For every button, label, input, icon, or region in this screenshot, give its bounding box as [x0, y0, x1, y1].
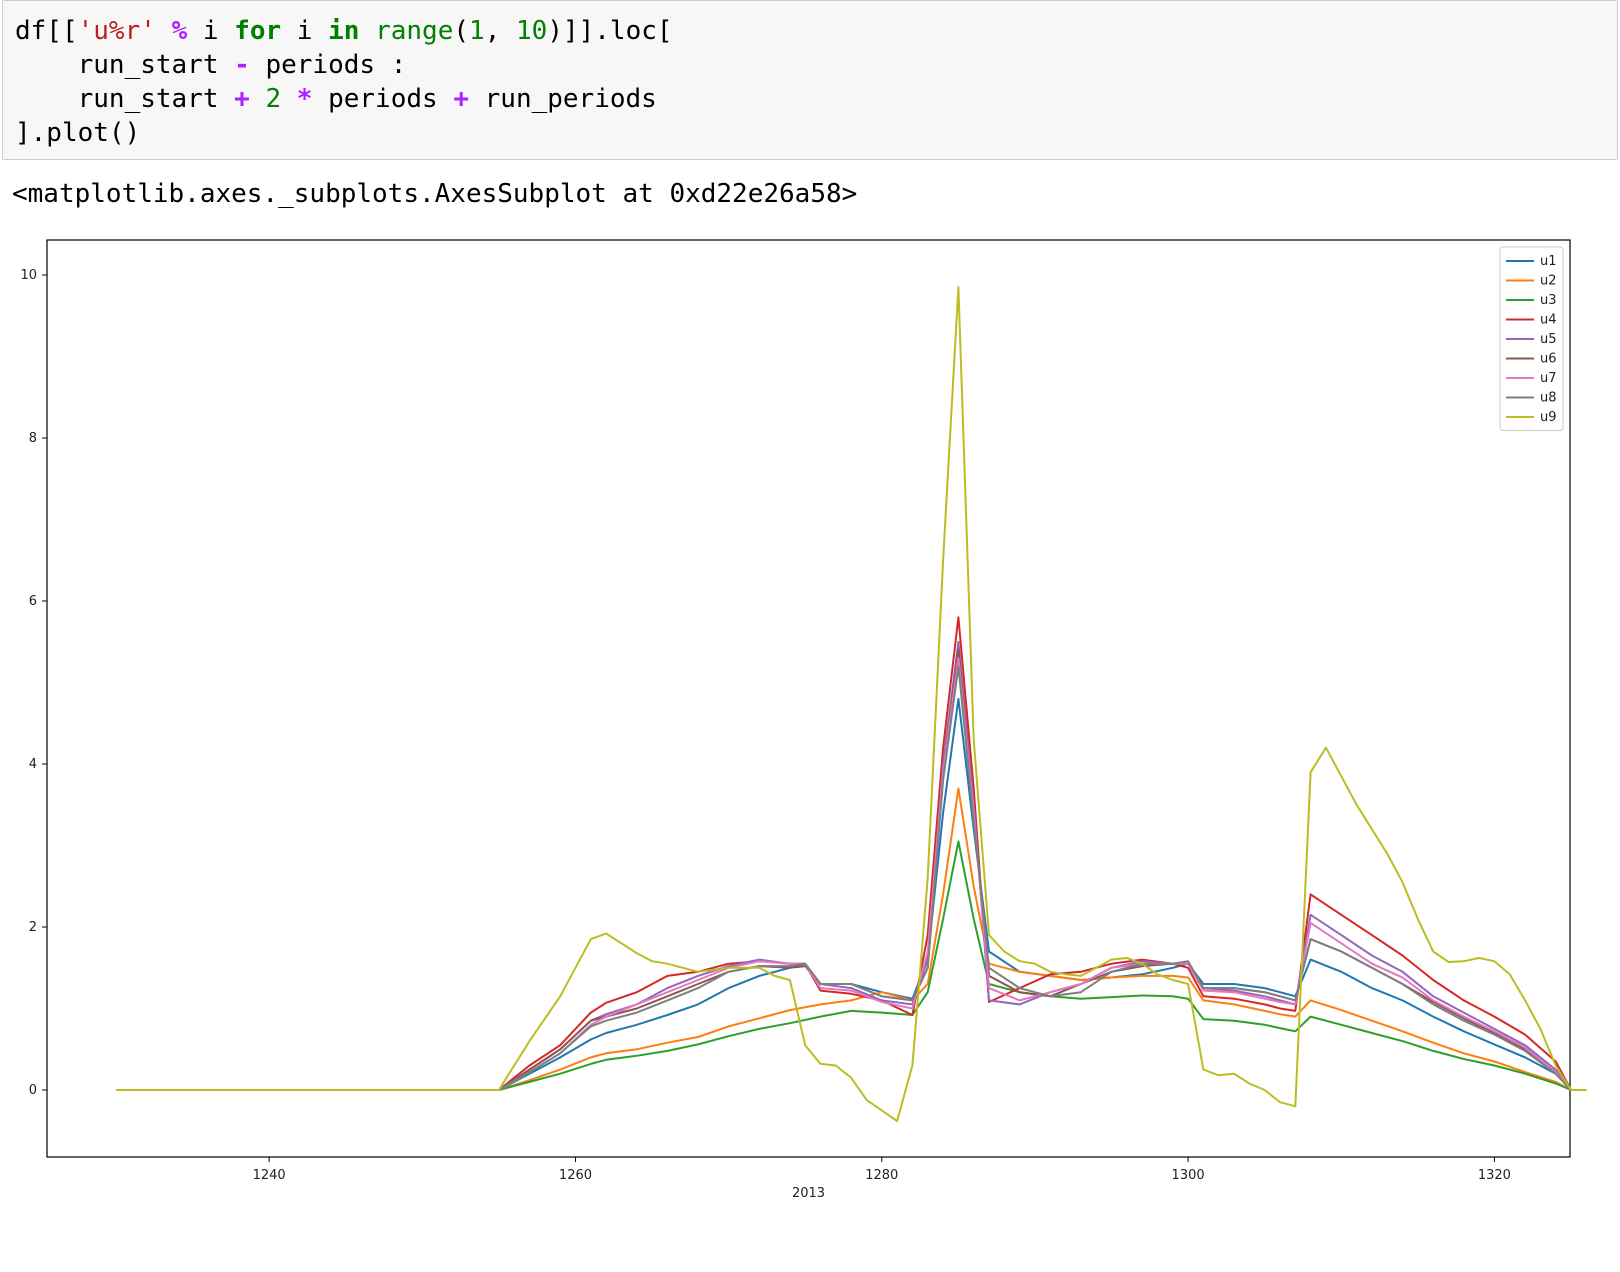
code-token: 2 [265, 84, 282, 114]
code-token: i [187, 16, 235, 46]
legend-label: u6 [1540, 352, 1557, 367]
legend: u1 u2 u3 u4 u5 u6 u7 u8 u9 [1499, 246, 1564, 431]
code-token: run_start [15, 84, 235, 114]
code-token: % [171, 16, 188, 46]
x-tick-label: 1260 [559, 1168, 592, 1183]
code-token: * [296, 84, 313, 114]
plot-area [46, 239, 1571, 1158]
code-token: range [375, 16, 454, 46]
series-line-u5 [116, 640, 1587, 1091]
code-token: periods : [249, 50, 407, 80]
code-line: run_start + 2 * periods + run_periods [15, 82, 1617, 116]
y-tick-label: 8 [29, 431, 37, 446]
code-token: + [234, 84, 250, 114]
code-token: for [234, 16, 282, 46]
legend-label: u3 [1540, 293, 1557, 308]
code-cell[interactable]: df[['u%r' % i for i in range(1, 10)]].lo… [2, 0, 1618, 160]
series-line-u8 [116, 665, 1587, 1091]
x-tick-label: 1320 [1478, 1168, 1511, 1183]
line-chart: 1240 1260 1280 1300 1320 0 2 4 6 8 10 u1 u2 u3 u4 u5 u6… [20, 239, 1587, 1201]
code-line: df[['u%r' % i for i in range(1, 10)]].lo… [15, 14, 1617, 48]
legend-label: u7 [1540, 371, 1557, 386]
legend-label: u8 [1540, 391, 1557, 406]
code-token: in [328, 16, 360, 46]
series-line-u7 [116, 657, 1587, 1091]
legend-label: u2 [1540, 274, 1557, 289]
x-tick-label: 1240 [253, 1168, 286, 1183]
series-line-u2 [116, 787, 1587, 1091]
y-tick-label: 10 [20, 268, 37, 283]
legend-label: u5 [1540, 332, 1557, 347]
code-token: ( [453, 16, 470, 46]
code-token: - [234, 50, 250, 80]
y-tick-label: 2 [29, 920, 37, 935]
code-token [156, 16, 172, 46]
code-token: periods [312, 84, 454, 114]
code-line: ].plot() [15, 116, 1617, 150]
code-token [250, 84, 266, 114]
code-token: , [484, 16, 516, 46]
code-token: + [453, 84, 469, 114]
code-token: run_start [15, 50, 235, 80]
x-axis-label: 2013 [792, 1186, 825, 1201]
code-token: 1 [469, 16, 485, 46]
code-token: i [281, 16, 329, 46]
legend-label: u1 [1540, 254, 1557, 269]
y-tick-label: 4 [29, 757, 37, 772]
code-token: 10 [516, 16, 548, 46]
legend-label: u4 [1540, 313, 1557, 328]
code-token: ].plot() [15, 118, 141, 148]
code-token: df[[ [15, 16, 78, 46]
y-tick-label: 6 [29, 594, 37, 609]
legend-label: u9 [1540, 410, 1557, 425]
y-tick-label: 0 [29, 1083, 37, 1098]
x-tick-label: 1280 [865, 1168, 898, 1183]
series-line-u9 [116, 286, 1587, 1122]
x-tick-label: 1300 [1172, 1168, 1205, 1183]
ticks-layer: 1240 1260 1280 1300 1320 0 2 4 6 8 10 [20, 268, 1511, 1183]
series-layer [116, 286, 1587, 1122]
code-token [281, 84, 297, 114]
output-repr: <matplotlib.axes._subplots.AxesSubplot a… [12, 179, 858, 209]
code-token: 'u%r' [77, 16, 156, 46]
axes-frame [46, 239, 1571, 1158]
code-token: )]].loc[ [547, 16, 673, 46]
code-line: run_start - periods : [15, 48, 1617, 82]
code-token: run_periods [468, 84, 657, 114]
code-token [359, 16, 375, 46]
